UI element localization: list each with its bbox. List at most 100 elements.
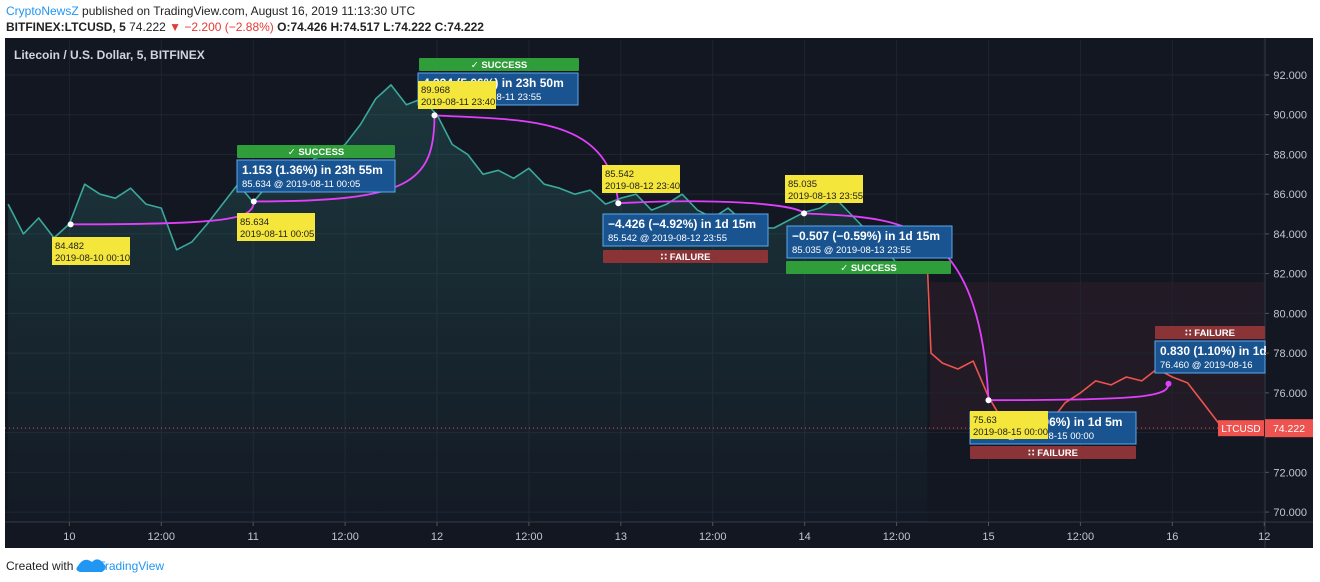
close: C:74.222 [435, 20, 485, 34]
result-tag: ∷ FAILURE [661, 252, 711, 263]
time-label: 2019-08-10 00:10 [55, 253, 130, 264]
trade-point [801, 210, 808, 217]
x-tick-label: 16 [1166, 531, 1178, 543]
y-tick-label: 84.000 [1273, 229, 1307, 241]
price-label: 84.482 [55, 241, 84, 252]
header-line-2: BITFINEX:LTCUSD, 5 74.222 ▼ −2.200 (−2.8… [6, 20, 484, 34]
trade-point [67, 221, 74, 228]
result-tag-bg [1155, 326, 1265, 339]
y-tick-label: 80.000 [1273, 308, 1307, 320]
result-box [602, 213, 769, 247]
time-label: 2019-08-15 00:00 [973, 427, 1048, 438]
y-tick-label: 76.000 [1273, 388, 1307, 400]
last: 74.222 [129, 20, 166, 34]
time-label: 2019-08-11 00:05 [240, 229, 314, 240]
symbol: BITFINEX:LTCUSD, 5 [6, 20, 126, 34]
change: ▼ −2.200 (−2.88%) [169, 20, 274, 34]
result-text: −0.507 (−0.59%) in 1d 15m [792, 229, 940, 243]
price-tag-bg [1265, 419, 1313, 438]
time-label: 2019-08-12 23:40 [605, 181, 680, 192]
result-tag: ∷ FAILURE [1028, 448, 1078, 459]
result-tag-bg [970, 446, 1136, 459]
result-tag: ∷ FAILURE [1185, 328, 1235, 339]
x-tick-label: 12:00 [147, 531, 175, 543]
trade-curve [253, 115, 436, 203]
trade-point [985, 397, 992, 404]
price-label-bg [602, 165, 680, 193]
x-tick-label: 14 [799, 531, 811, 543]
y-tick-label: 78.000 [1273, 348, 1307, 360]
open: O:74.426 [277, 20, 327, 34]
x-tick-label: 10 [63, 531, 75, 543]
y-tick-label: 70.000 [1273, 507, 1307, 519]
tradingview-logo [76, 559, 106, 572]
result-text: 1.153 (1.36%) in 23h 55m [242, 163, 383, 177]
price-label-bg [237, 213, 315, 241]
price-label: 89.968 [421, 85, 450, 96]
y-tick-label: 88.000 [1273, 149, 1307, 161]
trade-curve [70, 201, 255, 226]
footer-created: Created with [6, 559, 73, 573]
symbol-tag: LTCUSD [1221, 424, 1260, 435]
trade-point [431, 112, 438, 119]
result-tag: ✓ SUCCESS [288, 147, 345, 158]
price-label: 85.542 [605, 169, 634, 180]
time-label: 2019-08-13 23:55 [788, 191, 863, 202]
result-tag: ✓ SUCCESS [471, 60, 528, 71]
header-line-1: CryptoNewsZ published on TradingView.com… [6, 4, 415, 18]
price-label-bg [970, 411, 1048, 439]
x-tick-label: 12:00 [699, 531, 727, 543]
x-tick-label: 12:00 [1067, 531, 1095, 543]
price-line [926, 261, 1250, 444]
result-box [1154, 340, 1266, 374]
price-label: 75.63 [973, 415, 997, 426]
chart-title: Litecoin / U.S. Dollar, 5, BITFINEX [14, 48, 205, 62]
trade-point [615, 200, 622, 207]
y-tick-label: 90.000 [1273, 110, 1307, 122]
price-label-bg [52, 237, 130, 265]
result-tag-bg [786, 261, 951, 274]
result-tag-bg [603, 250, 768, 263]
result-tag-bg [419, 58, 579, 71]
x-tick-label: 12:00 [331, 531, 359, 543]
time-label: 2019-08-11 23:40 [421, 97, 495, 108]
x-tick-label: 12 [1258, 531, 1270, 543]
x-tick-label: 11 [247, 531, 258, 543]
author: CryptoNewsZ [6, 4, 79, 18]
y-tick-label: 92.000 [1273, 70, 1307, 82]
high: H:74.517 [331, 20, 381, 34]
price-label: 85.634 [240, 217, 269, 228]
x-tick-label: 15 [982, 531, 994, 543]
result-detail: 85.542 @ 2019-08-12 23:55 [608, 233, 727, 244]
x-tick-label: 13 [615, 531, 627, 543]
price-label-bg [418, 81, 496, 109]
result-detail: 85.634 @ 2019-08-11 00:05 [242, 179, 360, 190]
axes: 70.00072.00074.00076.00078.00080.00082.0… [63, 70, 1313, 543]
price-label-bg [785, 175, 863, 203]
area [8, 84, 928, 522]
trade-curve [618, 200, 805, 215]
result-text: −4.426 (−4.92%) in 1d 15m [608, 217, 756, 231]
trade-point [1165, 380, 1172, 387]
trade-point [250, 198, 257, 205]
footer-brand[interactable]: TradingView [98, 559, 164, 573]
published: published on TradingView.com, August 16,… [79, 4, 416, 18]
x-tick-label: 12 [431, 531, 443, 543]
price-label: 85.035 [788, 179, 817, 190]
y-tick-label: 72.000 [1273, 467, 1307, 479]
low: L:74.222 [383, 20, 431, 34]
trade-curve [988, 383, 1170, 402]
result-tag: ✓ SUCCESS [840, 263, 897, 274]
result-box [236, 159, 396, 193]
annotations: ✓ SUCCESS 1.153 (1.36%) in 23h 55m 85.634 … [52, 58, 1267, 459]
price-line [7, 84, 928, 269]
x-tick-label: 12:00 [515, 531, 543, 543]
y-tick-label: 82.000 [1273, 269, 1307, 281]
result-text: 0.830 (1.10%) in 1d [1160, 344, 1267, 358]
price-tag: 74.222 [1273, 423, 1305, 435]
x-tick-label: 12:00 [883, 531, 911, 543]
symbol-tag-bg [1218, 420, 1264, 437]
y-tick-label: 86.000 [1273, 189, 1307, 201]
